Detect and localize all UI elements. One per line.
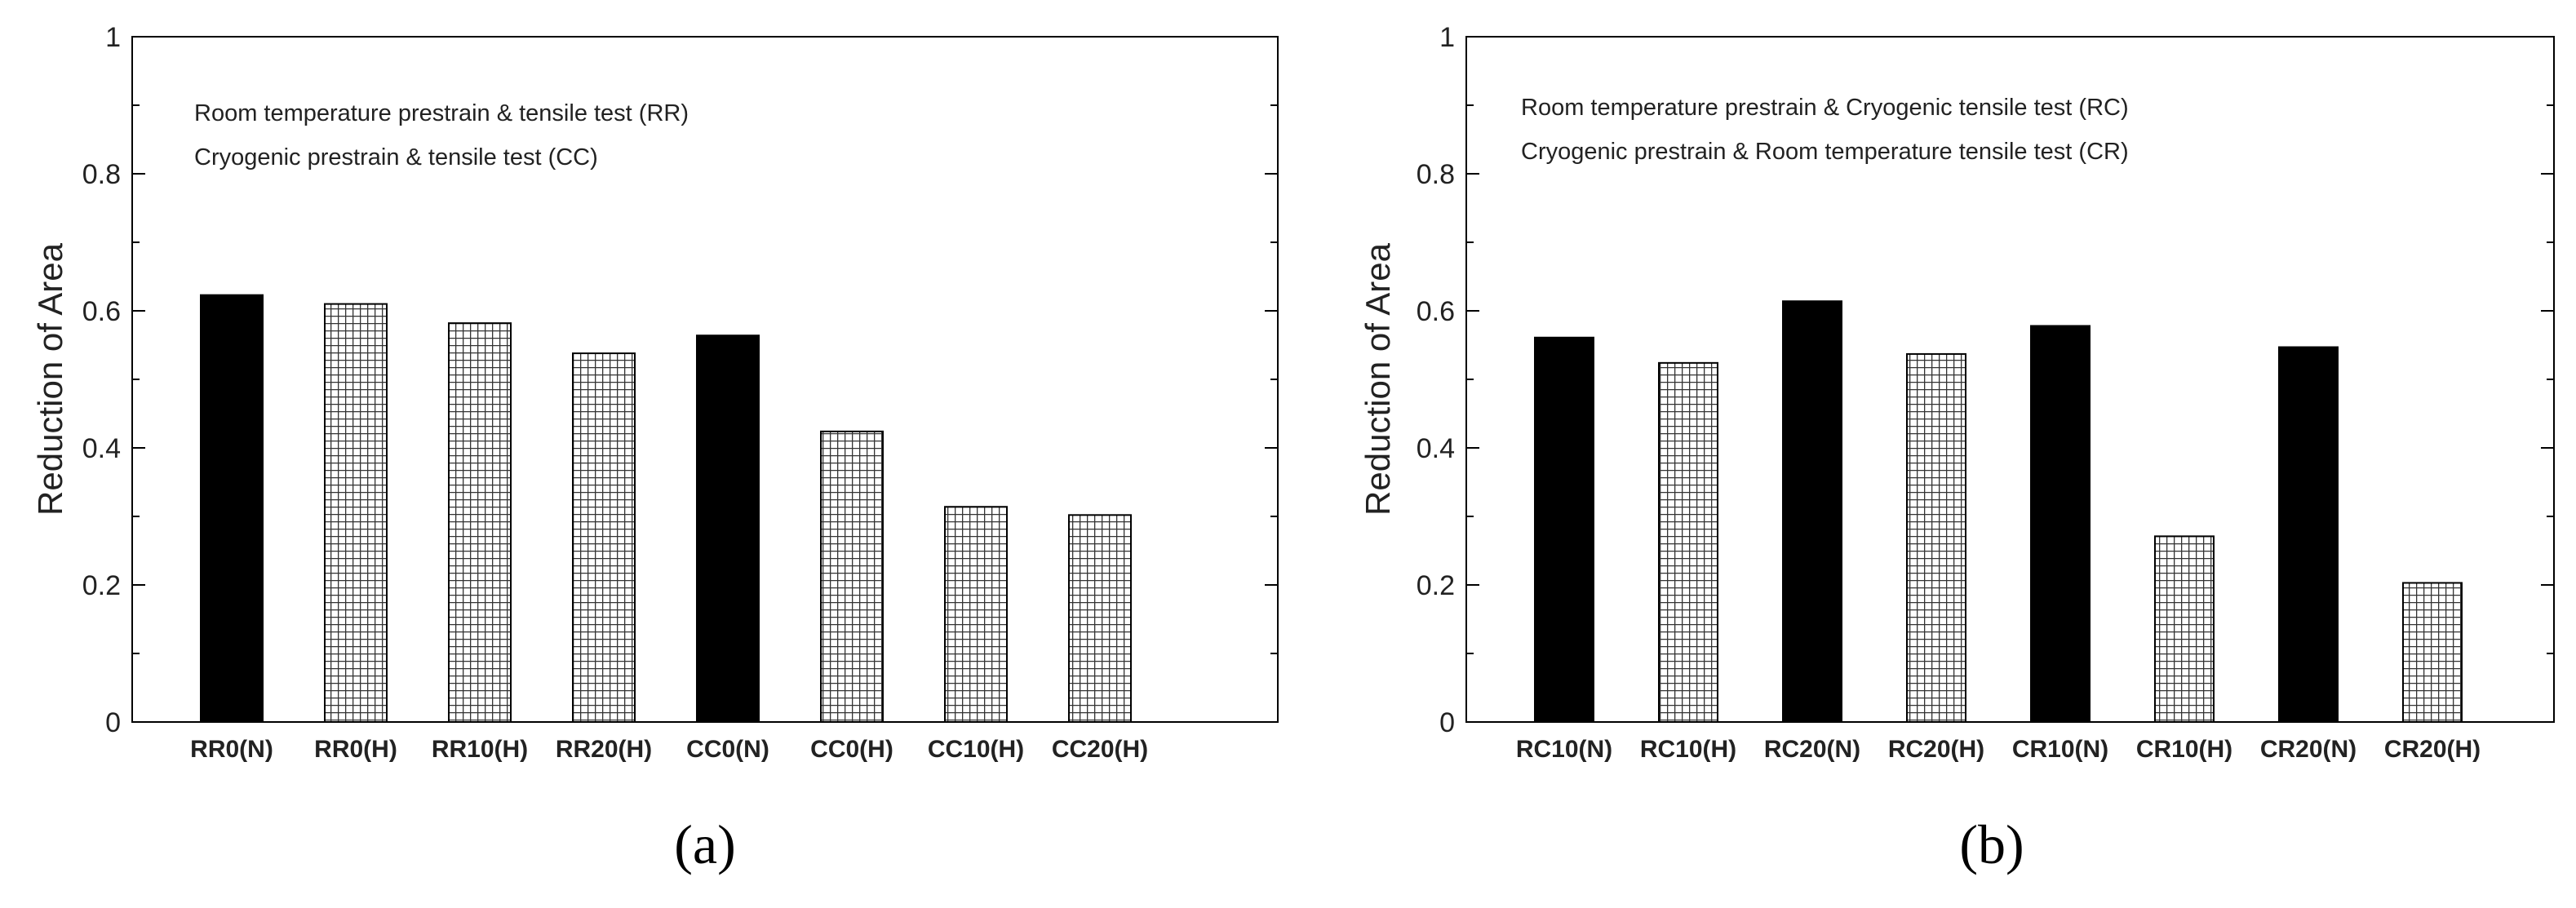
y-tick-label: 0.2 — [1417, 570, 1455, 601]
bar-rr0n — [200, 294, 264, 723]
y-tick-label: 0.8 — [82, 159, 121, 190]
bar-rc20n — [1782, 300, 1842, 723]
bar-series — [1534, 300, 2463, 723]
x-tick-label: CR10(H) — [2136, 736, 2232, 763]
panel-label: (b) — [1959, 813, 2024, 875]
x-tick-label: RC20(N) — [1764, 736, 1860, 763]
x-tick-label: CC0(N) — [686, 736, 769, 763]
bar-cc0h — [820, 430, 884, 724]
panel-label: (a) — [674, 813, 735, 875]
y-axis-title: Reduction of Area — [1359, 242, 1397, 516]
y-tick-label: 0.4 — [1417, 433, 1455, 464]
y-tick-label: 0.6 — [82, 296, 121, 327]
x-tick-label: RR0(N) — [190, 736, 273, 763]
x-tick-label: CR10(N) — [2012, 736, 2108, 763]
x-axis-labels: RC10(N) RC10(H) RC20(N) RC20(H) CR10(N) CR10(… — [1516, 736, 2481, 763]
annotation-rr: Room temperature prestrain & tensile tes… — [194, 100, 689, 126]
y-tick-label: 0.4 — [82, 433, 121, 464]
bar-cc0n — [696, 334, 760, 723]
bar-cr20h — [2402, 582, 2463, 723]
bar-cc20h — [1068, 514, 1132, 723]
x-tick-label: RR10(H) — [432, 736, 528, 763]
bar-rr10h — [448, 322, 512, 723]
y-axis-ticks: 0 0.2 0.4 0.6 0.8 1 — [82, 22, 1278, 738]
y-tick-label: 0 — [1439, 707, 1455, 738]
bar-cr10h — [2154, 535, 2215, 723]
x-tick-label: CC10(H) — [928, 736, 1024, 763]
chart-panel-a: Reduction of Area Room temperature prest… — [31, 22, 1279, 875]
x-tick-label: RC10(H) — [1640, 736, 1736, 763]
annotation-rc: Room temperature prestrain & Cryogenic t… — [1521, 95, 2129, 121]
x-tick-label: CR20(N) — [2260, 736, 2357, 763]
annotation-cc: Cryogenic prestrain & tensile test (CC) — [194, 144, 598, 171]
x-tick-label: RR20(H) — [556, 736, 652, 763]
y-tick-label: 0 — [105, 707, 121, 738]
y-tick-label: 1 — [105, 22, 121, 53]
bar-cc10h — [944, 506, 1008, 723]
y-axis-ticks: 0 0.2 0.4 0.6 0.8 1 — [1417, 22, 2554, 738]
bar-rr0h — [324, 303, 388, 724]
bar-series — [200, 294, 1132, 724]
bar-rc10h — [1658, 361, 1718, 723]
y-tick-label: 0.6 — [1417, 296, 1455, 327]
x-axis-labels: RR0(N) RR0(H) RR10(H) RR20(H) CC0(N) CC0(H) CC… — [190, 736, 1148, 763]
y-axis-title: Reduction of Area — [31, 242, 69, 516]
x-tick-label: RC10(N) — [1516, 736, 1612, 763]
annotation-cr: Cryogenic prestrain & Room temperature t… — [1521, 139, 2129, 165]
x-tick-label: CR20(H) — [2384, 736, 2481, 763]
y-tick-label: 1 — [1439, 22, 1455, 53]
x-tick-label: RR0(H) — [314, 736, 397, 763]
bar-cr20n — [2278, 346, 2339, 723]
bar-rc10n — [1534, 336, 1594, 723]
bar-rr20h — [572, 352, 636, 723]
x-tick-label: CC0(H) — [810, 736, 893, 763]
y-tick-label: 0.8 — [1417, 159, 1455, 190]
y-tick-label: 0.2 — [82, 570, 121, 601]
x-tick-label: RC20(H) — [1888, 736, 1984, 763]
bar-rc20h — [1906, 352, 1966, 723]
chart-panel-b: Reduction of Area Room temperature prest… — [1359, 22, 2555, 875]
bar-cr10n — [2030, 325, 2091, 723]
x-tick-label: CC20(H) — [1052, 736, 1148, 763]
